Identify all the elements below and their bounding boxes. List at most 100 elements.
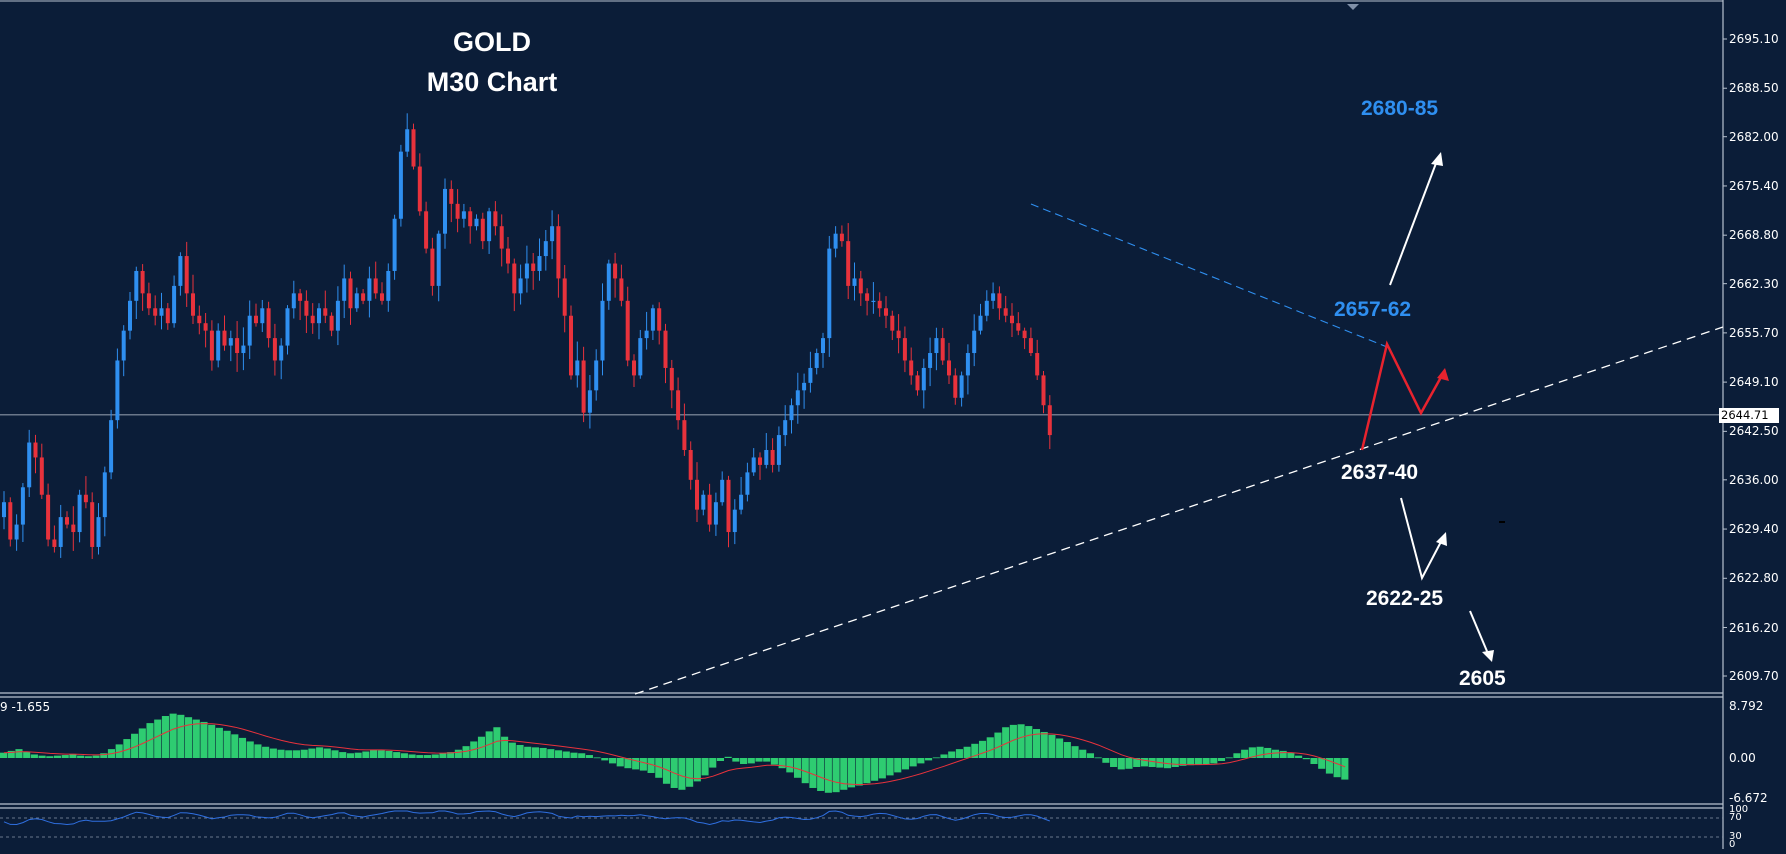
macd-histogram-bar [1125,758,1133,769]
macd-histogram-bar [1102,758,1110,763]
macd-histogram-bar [316,747,324,758]
candle-body [411,129,416,167]
macd-histogram-bar [693,758,701,782]
macd-histogram-bar [1318,758,1326,769]
candle-body [657,308,662,331]
macd-histogram-bar [339,752,347,758]
macd-histogram-bar [562,751,570,758]
candle-body [165,308,170,324]
candle-body [417,166,422,212]
macd-histogram-bar [555,750,563,758]
candle-body [934,338,939,354]
candle-body [443,188,447,234]
macd-histogram-bar [215,727,223,758]
macd-histogram-bar [15,749,23,758]
macd-histogram-bar [1117,758,1125,770]
candle-body [701,494,706,510]
macd-histogram-bar [878,758,886,779]
candle-body [197,315,202,324]
candle-body [758,457,762,465]
price-tick-label: 2642.50 [1729,424,1779,439]
macd-histogram-bar [269,748,277,758]
macd-histogram-bar [1302,758,1310,760]
candle-body [8,502,13,540]
candle-body [461,211,466,219]
chart-title-timeframe: M30 Chart [426,67,558,97]
macd-histogram-bar [1140,758,1148,767]
price-tick-label: 2655.70 [1729,325,1779,340]
candle-body [222,330,227,346]
macd-histogram-bar [1271,749,1280,758]
macd-histogram-bar [732,758,740,762]
candle-body [713,502,718,525]
price-tick-label: 2668.80 [1729,228,1779,243]
candle-body [71,524,76,533]
candle-body [247,315,252,346]
candle-body [83,494,88,503]
macd-histogram-bar [493,727,501,758]
macd-histogram-bar [601,758,609,761]
candle-body [304,300,309,316]
macd-histogram-bar [1110,758,1118,767]
scroll-marker-icon[interactable] [1347,4,1359,10]
macd-histogram-bar [901,758,910,770]
candle-body [512,263,517,294]
macd-histogram-bar [501,736,509,758]
candle-body [947,360,951,376]
macd-histogram-bar [123,739,131,758]
candle-body [499,226,504,249]
macd-histogram-bar [832,758,840,793]
macd-tick-label: -6.672 [1729,791,1768,805]
macd-histogram-bar [223,730,231,758]
candle-body [90,502,95,547]
candle-body [134,270,139,301]
macd-histogram-bar [847,758,856,788]
candle-body [266,308,271,339]
candle-body [839,233,844,242]
macd-histogram-bar [886,758,894,776]
candle-body [562,278,567,316]
macd-histogram-bar [200,721,208,758]
candle-body [354,293,359,309]
macd-histogram-bar [516,744,524,758]
candle-body [676,390,681,421]
macd-histogram-bar [755,758,763,762]
target-high-label: 2680-85 [1361,97,1439,120]
macd-histogram-bar [531,747,539,758]
macd-histogram-bar [1032,729,1041,758]
up-arrowhead-icon [1431,152,1443,166]
candle-body [405,129,410,152]
candle-body [77,494,82,533]
candle-body [474,218,479,227]
macd-histogram-bar [1017,724,1025,758]
candle-body [625,300,630,361]
support3-label: 2605 [1459,667,1506,690]
macd-histogram-bar [7,750,15,758]
candle-body [543,241,548,257]
candle-body [915,375,920,391]
macd-histogram-bar [740,758,748,764]
macd-histogram-bar [331,750,339,758]
macd-histogram-bar [608,758,617,764]
candle-body [2,502,6,518]
candle-body [852,278,857,286]
macd-histogram-bar [632,758,640,770]
candle-body [619,278,624,301]
candle-body [159,308,164,316]
macd-histogram-bar [423,755,432,758]
macd-histogram-bar [524,746,532,758]
macd-histogram-bar [1256,746,1264,758]
macd-value-label: 9 -1.655 [0,700,51,714]
macd-histogram-bar [177,714,185,758]
candle-body [669,367,674,391]
macd-tick-label: 0.00 [1729,751,1756,765]
oscillator-tick-label: 0 [1729,839,1736,850]
macd-histogram-bar [1002,727,1010,758]
macd-histogram-bar [447,752,455,758]
price-tick-label: 2695.10 [1729,32,1779,46]
macd-histogram-bar [986,737,994,758]
macd-histogram-bar [978,740,987,758]
candle-body [58,517,63,547]
macd-histogram-bar [1248,747,1256,758]
macd-histogram-bar [508,742,516,758]
